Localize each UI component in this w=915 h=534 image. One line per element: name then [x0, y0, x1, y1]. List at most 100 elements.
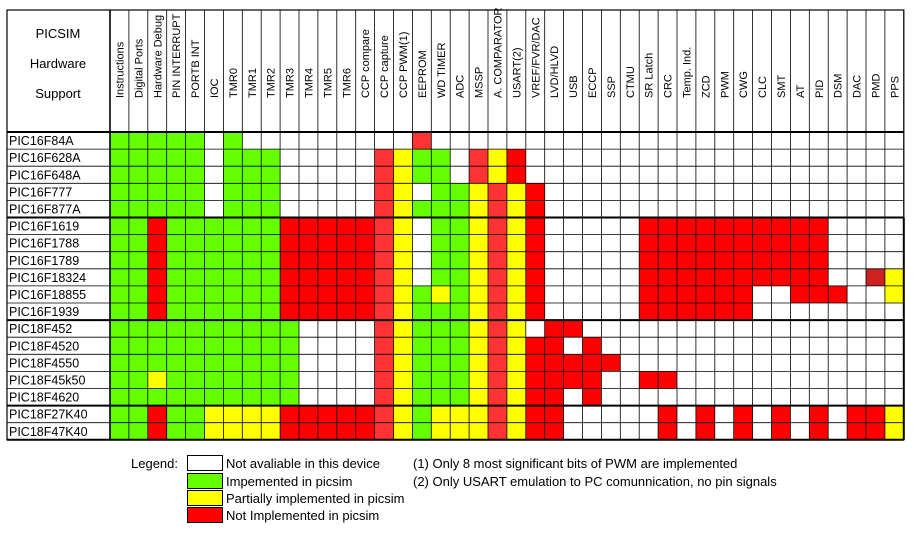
cell-pic18f452-ctmu: [620, 320, 640, 338]
cell-pic16f648a-tmr3: [280, 166, 299, 184]
cell-pic16f777-a-comparator: [488, 183, 507, 201]
cell-pic18f47k40-crc: [658, 422, 677, 440]
cell-pic16f628a-cwg: [733, 149, 753, 167]
cell-pic16f1939-a-comparator: [488, 303, 507, 321]
cell-pic16f648a-smt: [771, 166, 791, 184]
row-label-pic16f84a: PIC16F84A: [9, 134, 74, 148]
cell-pic18f4550-pin-interrupt: [166, 354, 186, 372]
cell-pic18f47k40-clc: [752, 422, 772, 440]
cell-pic18f47k40-adc: [450, 422, 470, 440]
cell-pic16f877a-tmr6: [336, 200, 356, 218]
cell-pic16f777-instructions: [110, 183, 129, 201]
cell-pic18f4550-tmr3: [280, 354, 299, 372]
cell-pic18f4620-pmd: [866, 388, 885, 406]
cell-pic16f1789-zcd: [695, 251, 715, 269]
cell-pic16f1789-crc: [658, 251, 677, 269]
cell-pic18f45k50-tmr1: [242, 371, 262, 389]
cell-pic16f877a-ctmu: [620, 200, 640, 218]
cell-pic16f18855-mssp: [469, 285, 488, 303]
cell-pic18f47k40-ctmu: [620, 422, 640, 440]
cell-pic16f18324-at: [790, 268, 810, 286]
cell-pic16f84a-wd-timer: [431, 132, 451, 150]
cell-pic18f452-cwg: [733, 320, 753, 338]
cell-pic16f1619-digital-ports: [128, 217, 148, 235]
column-header-clc: CLC: [757, 76, 769, 98]
cell-pic16f18324-ssp: [601, 268, 621, 286]
cell-pic16f877a-ccp-pwm-1: [393, 200, 413, 218]
cell-pic16f18324-zcd: [695, 268, 715, 286]
cell-pic18f4620-hardware-debug: [147, 388, 167, 406]
cell-pic16f1789-usb: [563, 251, 583, 269]
cell-pic16f648a-lvd-hlvd: [544, 166, 564, 184]
cell-pic18f4550-tmr4: [299, 354, 318, 372]
cell-pic18f4520-dac: [847, 337, 866, 355]
cell-pic18f45k50-tmr3: [280, 371, 299, 389]
cell-pic16f628a-ccp-capture: [374, 149, 394, 167]
cell-pic16f1788-tmr4: [299, 234, 318, 252]
cell-pic16f18324-eccp: [582, 268, 602, 286]
cell-pic16f648a-dac: [847, 166, 866, 184]
cell-pic16f1788-tmr2: [261, 234, 281, 252]
cell-pic18f27k40-instructions: [110, 405, 129, 423]
cell-pic16f877a-at: [790, 200, 810, 218]
cell-pic16f84a-clc: [752, 132, 772, 150]
cell-pic16f1619-ctmu: [620, 217, 640, 235]
cell-pic18f4620-ssp: [601, 388, 621, 406]
column-header-hardware-debug: Hardware Debug: [152, 15, 164, 98]
cell-pic18f4550-lvd-hlvd: [544, 354, 564, 372]
cell-pic18f47k40-dsm: [828, 422, 848, 440]
cell-pic16f1788-a-comparator: [488, 234, 507, 252]
row-label-pic16f648a: PIC16F648A: [9, 168, 81, 182]
cell-pic16f1788-crc: [658, 234, 677, 252]
cell-pic16f18855-pid: [809, 285, 829, 303]
cell-pic18f452-tmr5: [317, 320, 337, 338]
cell-pic16f18855-tmr1: [242, 285, 262, 303]
cell-pic16f628a-vref-fvr-dac: [525, 149, 545, 167]
cell-pic16f648a-instructions: [110, 166, 129, 184]
cell-pic16f1789-portb-int: [185, 251, 205, 269]
cell-pic18f45k50-temp-ind: [677, 371, 696, 389]
cell-pic16f84a-dsm: [828, 132, 848, 150]
cell-pic16f777-eeprom: [412, 183, 432, 201]
cell-pic18f27k40-hardware-debug: [147, 405, 167, 423]
cell-pic18f47k40-tmr6: [336, 422, 356, 440]
cell-pic16f648a-at: [790, 166, 810, 184]
row-label-pic18f4620: PIC18F4620: [9, 391, 79, 405]
column-header-pin-interrupt: PIN INTERRUPT: [171, 13, 183, 98]
footnote-usart: (2) Only USART emulation to PC comunnica…: [413, 474, 777, 489]
cell-pic18f45k50-tmr6: [336, 371, 356, 389]
cell-pic18f4620-sr-latch: [639, 388, 659, 406]
cell-pic18f4520-mssp: [469, 337, 488, 355]
cell-pic16f1788-smt: [771, 234, 791, 252]
cell-pic16f628a-zcd: [695, 149, 715, 167]
cell-pic16f1788-dac: [847, 234, 866, 252]
cell-pic16f648a-dsm: [828, 166, 848, 184]
cell-pic16f777-at: [790, 183, 810, 201]
cell-pic16f1619-vref-fvr-dac: [525, 217, 545, 235]
cell-pic16f1788-temp-ind: [677, 234, 696, 252]
column-header-cwg: CWG: [738, 71, 750, 98]
cell-pic18f452-ccp-capture: [374, 320, 394, 338]
cell-pic16f84a-tmr6: [336, 132, 356, 150]
row-label-pic18f45k50: PIC18F45k50: [9, 374, 85, 388]
cell-pic18f27k40-usart-2: [506, 405, 526, 423]
cell-pic16f1939-ioc: [204, 303, 224, 321]
cell-pic16f18324-usart-2: [506, 268, 526, 286]
cell-pic16f628a-pin-interrupt: [166, 149, 186, 167]
cell-pic18f4520-ctmu: [620, 337, 640, 355]
cell-pic16f648a-ctmu: [620, 166, 640, 184]
cell-pic16f18855-sr-latch: [639, 285, 659, 303]
cell-pic18f4550-pmd: [866, 354, 885, 372]
cell-pic16f777-tmr3: [280, 183, 299, 201]
cell-pic18f4620-portb-int: [185, 388, 205, 406]
cell-pic18f452-ssp: [601, 320, 621, 338]
cell-pic16f84a-crc: [658, 132, 677, 150]
cell-pic16f877a-portb-int: [185, 200, 205, 218]
legend-text-not-available: Not avaliable in this device: [226, 456, 380, 471]
cell-pic16f877a-a-comparator: [488, 200, 507, 218]
cell-pic16f1788-ccp-pwm-1: [393, 234, 413, 252]
cell-pic16f648a-pid: [809, 166, 829, 184]
cell-pic16f1619-tmr6: [336, 217, 356, 235]
cell-pic16f877a-usb: [563, 200, 583, 218]
cell-pic16f1619-pmd: [866, 217, 885, 235]
